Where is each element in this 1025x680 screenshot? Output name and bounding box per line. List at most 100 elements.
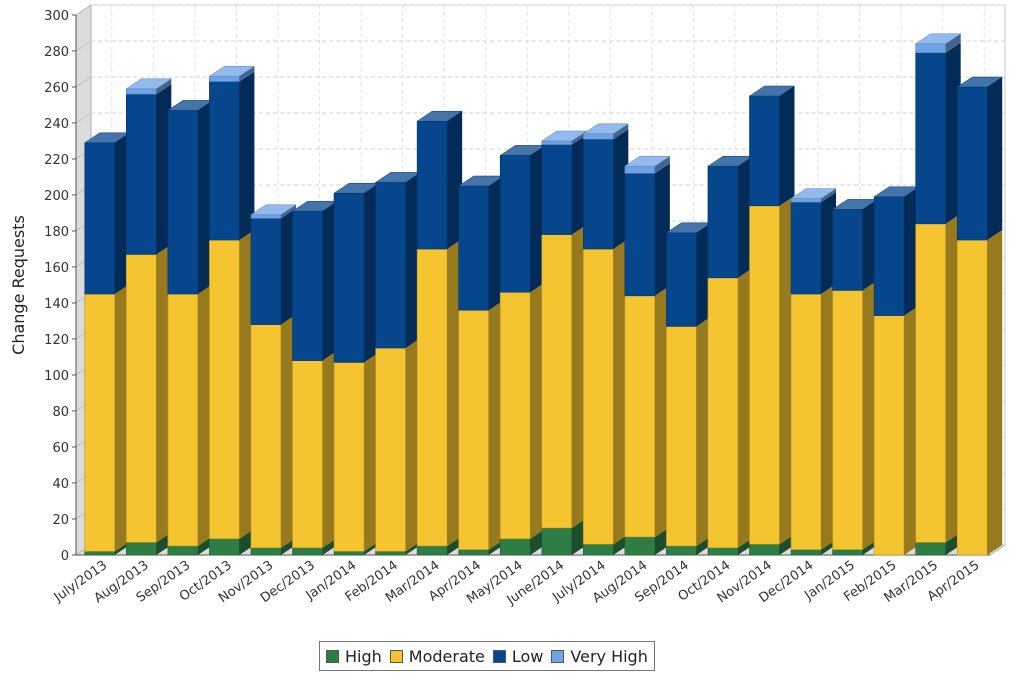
bar-front [832, 549, 863, 556]
bar-top [208, 65, 256, 77]
stacked-bar-chart: 0 20 40 60 80 100 120 140 160 180 200 220 240 260 280 3… [9, 4, 1007, 609]
bar-front [790, 198, 822, 203]
bar-front [333, 362, 365, 552]
bar-segment [292, 350, 338, 549]
bar-front [126, 542, 157, 556]
bar-segment [84, 284, 130, 552]
bar-segment [292, 201, 338, 361]
bar-side [945, 33, 961, 53]
bar-front [541, 144, 573, 235]
bar-segment [707, 267, 753, 549]
bar-front [666, 545, 697, 556]
bar-segment [167, 284, 213, 547]
bar-segment [624, 163, 670, 297]
bar-segment [416, 239, 463, 547]
bar-front [84, 293, 116, 552]
legend-swatch [551, 649, 565, 663]
bar-segment [333, 352, 380, 552]
gridline-side [75, 112, 92, 124]
bar-front [167, 293, 199, 547]
y-tick-label: 80 [52, 405, 69, 420]
bar-segment [250, 314, 296, 549]
bar-segment [84, 132, 130, 295]
bar-front [333, 192, 365, 363]
bar-segment [790, 284, 837, 550]
legend-label: High [345, 646, 382, 666]
bar-top [125, 78, 173, 90]
bar-front [84, 142, 116, 295]
legend-swatch [389, 649, 403, 663]
bar-segment [873, 186, 920, 316]
bar-front [416, 545, 448, 556]
bar-front [292, 547, 323, 556]
bar-segment [209, 230, 255, 540]
bar-segment [167, 100, 213, 295]
y-tick-label: 40 [52, 477, 69, 492]
legend-label: Moderate [408, 646, 485, 666]
bar-front [624, 173, 656, 297]
bar-side [987, 77, 1003, 240]
bar-front [956, 239, 988, 556]
bar-side [654, 156, 670, 174]
gridline-side [75, 40, 92, 52]
bar-front [624, 536, 656, 556]
y-tick-label: 160 [44, 261, 69, 276]
bar-segment [499, 282, 546, 540]
gridline-side [75, 76, 92, 88]
bar-front [167, 110, 199, 295]
bar-side [779, 86, 795, 206]
bar-front [832, 209, 863, 291]
bar-segment [832, 280, 878, 550]
bar-front [499, 155, 531, 293]
y-tick-label: 100 [44, 369, 69, 384]
bar-segment [458, 176, 504, 311]
bar-front [250, 214, 282, 219]
bar-segment [375, 172, 421, 349]
y-tick-label: 60 [52, 441, 69, 456]
bar-segment [666, 316, 712, 547]
bar-segment [458, 300, 504, 550]
bar-front [250, 324, 282, 549]
bar-front [790, 549, 822, 556]
y-tick-label: 180 [44, 225, 69, 240]
bar-front [666, 232, 697, 327]
bar-front [458, 549, 489, 556]
bar-segment [583, 129, 629, 250]
bar-top [416, 110, 463, 122]
bar-front [126, 93, 157, 255]
bar-side [239, 66, 255, 82]
bar-segment [541, 224, 587, 529]
bar-segment [499, 145, 546, 293]
bar-front [333, 551, 365, 556]
bar-front [84, 551, 116, 556]
bar-front [541, 234, 573, 529]
bar-front [873, 315, 905, 556]
legend-swatch [326, 649, 339, 663]
bar-side [156, 78, 172, 95]
bar-front [209, 75, 240, 82]
y-tick-label: 220 [44, 153, 69, 168]
bar-segment [749, 86, 795, 207]
bar-front [915, 43, 946, 54]
bar-front [416, 248, 448, 547]
bar-top [250, 204, 297, 216]
bar-front [666, 326, 697, 547]
bar-top [956, 76, 1004, 88]
bar-side [280, 204, 296, 219]
bar-front [873, 196, 905, 316]
bar-front [250, 547, 282, 556]
bar-front [707, 165, 739, 279]
legend-label: Very High [570, 646, 648, 666]
bar-front [375, 182, 406, 349]
bar-segment [956, 77, 1003, 241]
bar-front [292, 210, 323, 361]
bar-segment [832, 199, 878, 291]
bar-front [167, 545, 199, 556]
bar-front [583, 543, 614, 556]
bar-front [375, 347, 406, 552]
legend-item: Moderate [389, 646, 485, 666]
y-tick-label: 120 [44, 333, 69, 348]
bar-front [458, 309, 489, 550]
bar-segment [541, 134, 587, 235]
bar-front [126, 88, 157, 95]
